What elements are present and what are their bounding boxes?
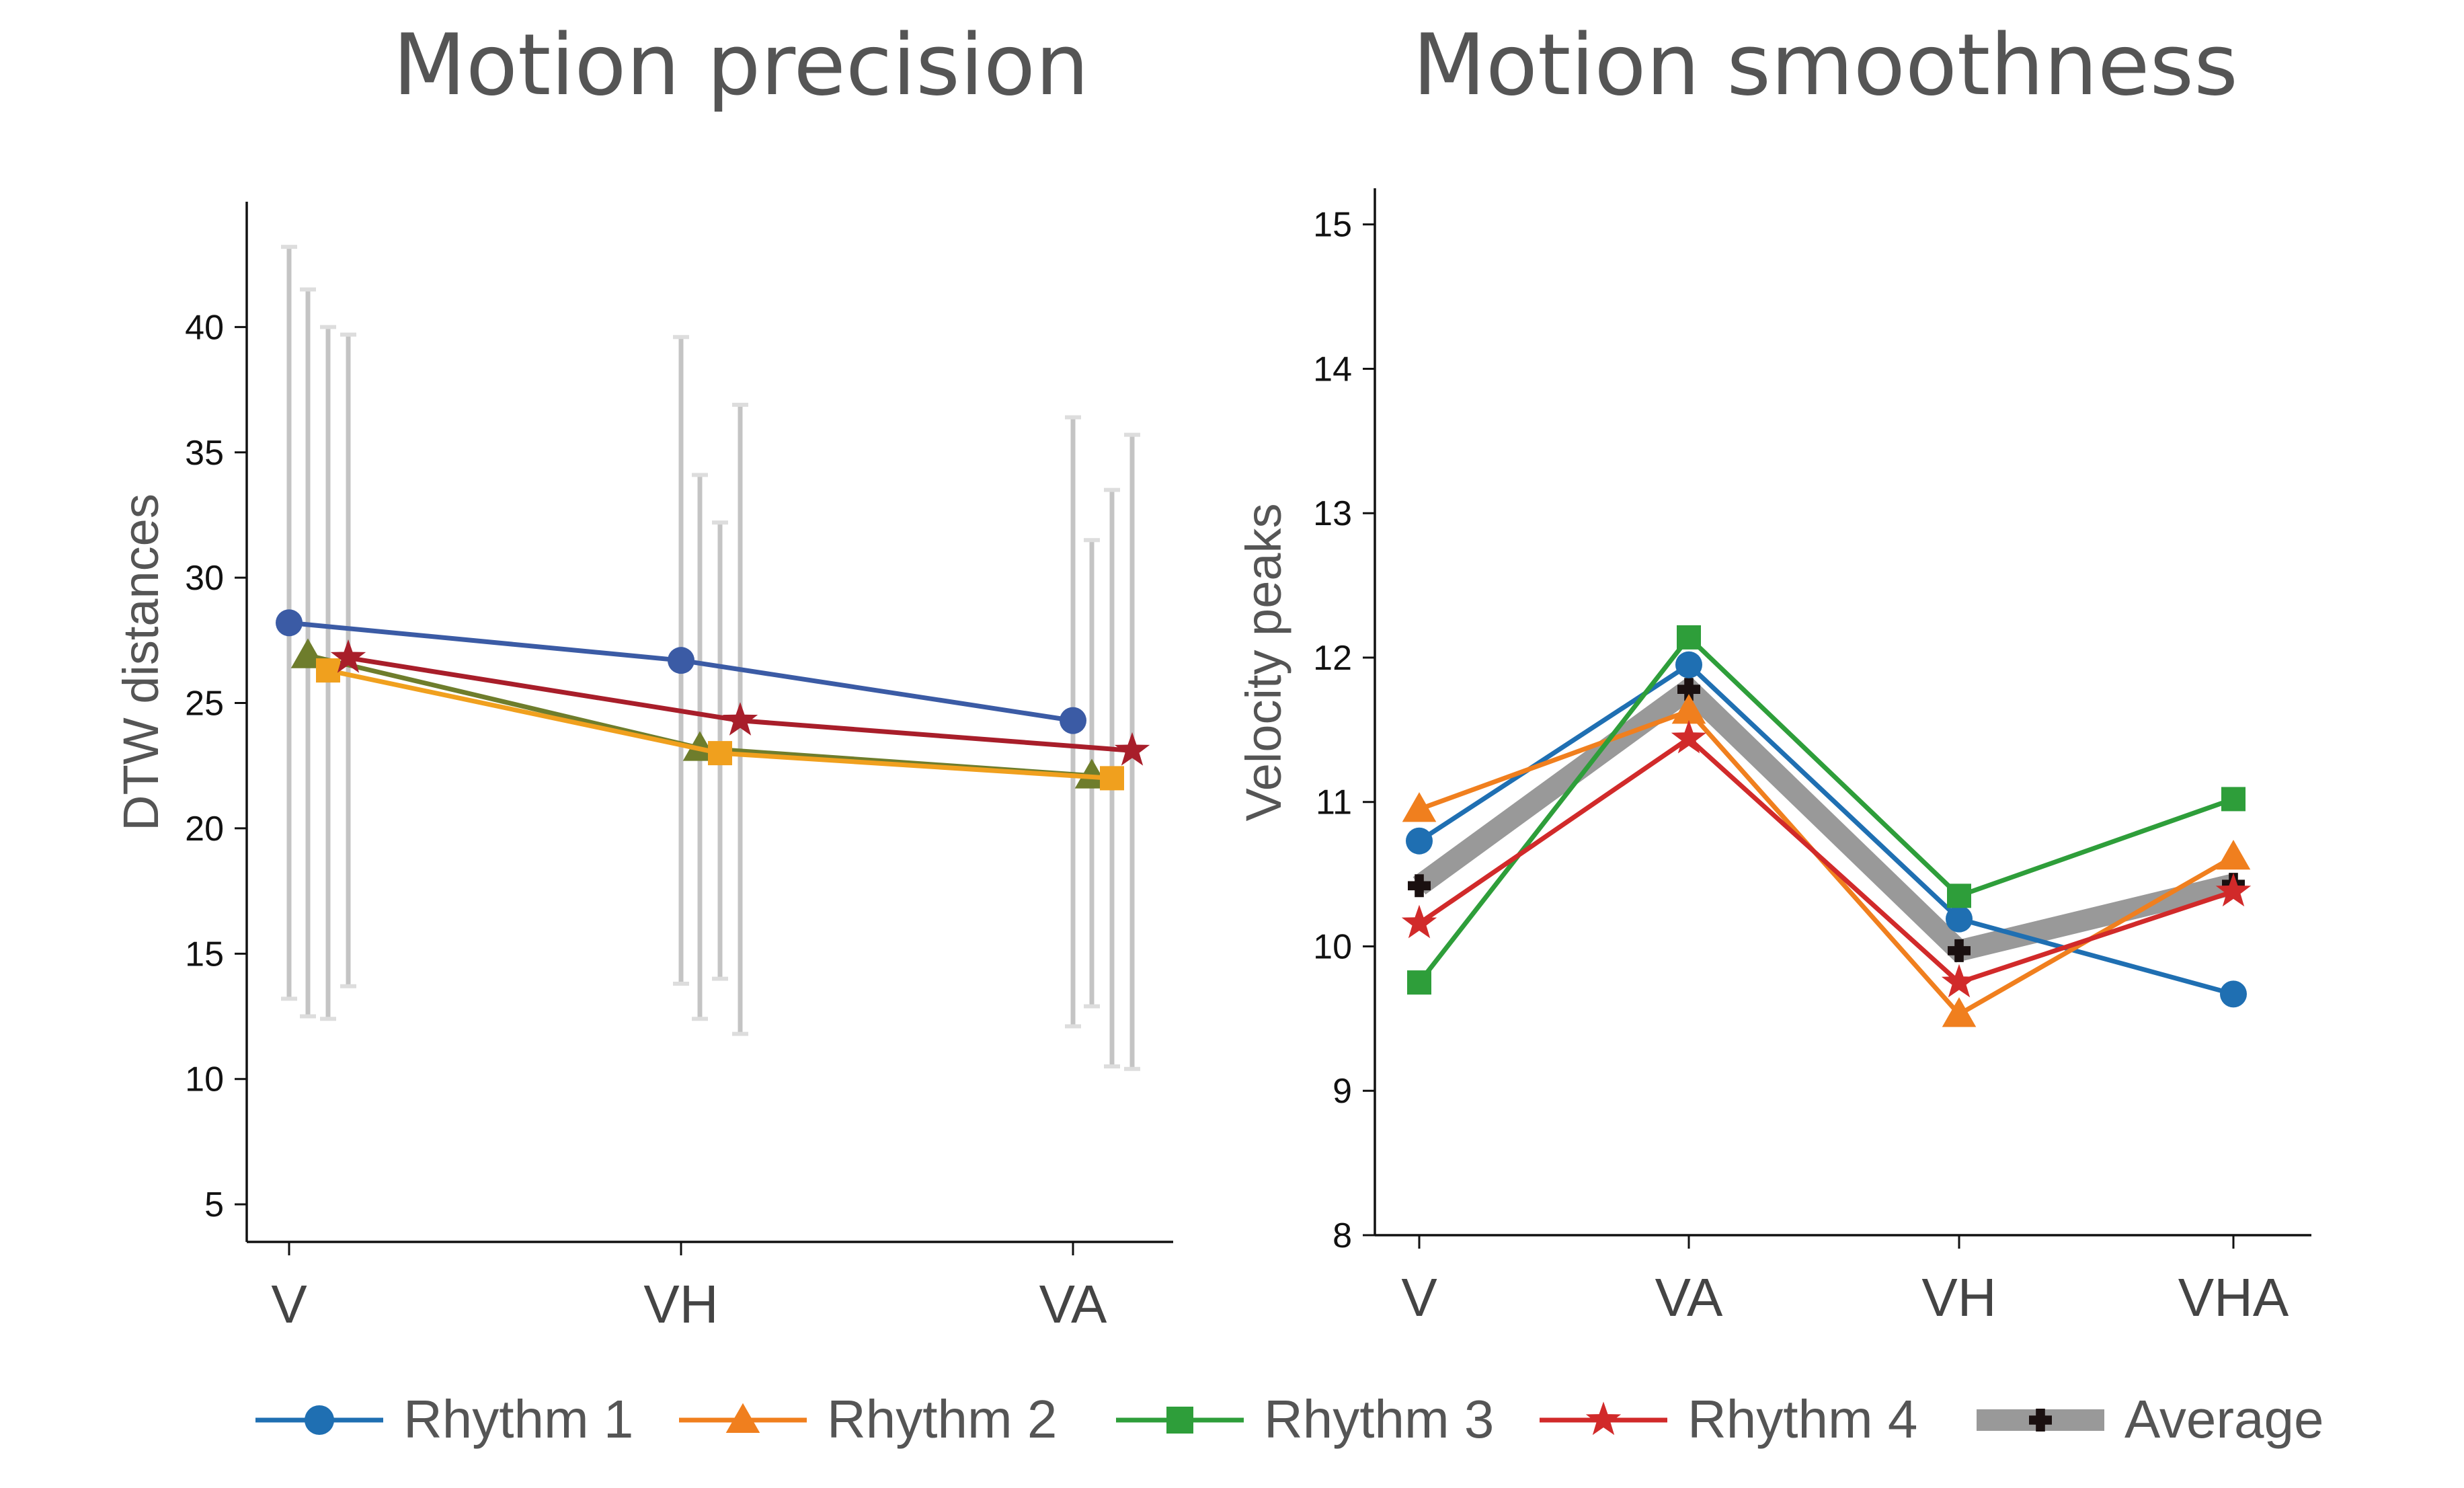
smoothness-xtick-label-vha: VHA bbox=[2178, 1267, 2289, 1327]
smoothness-point-rhythm-2-vha bbox=[2216, 840, 2251, 870]
smoothness-point-rhythm-3-va bbox=[1677, 625, 1701, 650]
smoothness-xtick-label-vh: VH bbox=[1921, 1267, 1996, 1327]
precision-xtick-label-va: VA bbox=[1039, 1274, 1107, 1334]
precision-point-rhythm-4-v bbox=[330, 639, 366, 673]
smoothness-ytick-label-9: 9 bbox=[1333, 1072, 1352, 1111]
legend-label-rhythm-4: Rhythm 4 bbox=[1687, 1389, 1917, 1449]
smoothness-point-rhythm-1-va bbox=[1675, 651, 1702, 678]
precision-ytick-label-10: 10 bbox=[185, 1060, 224, 1099]
precision-ytick-label-20: 20 bbox=[185, 810, 224, 849]
precision-title: Motion precision bbox=[393, 15, 1089, 114]
smoothness-point-rhythm-2-v bbox=[1402, 792, 1437, 822]
legend-label-rhythm-1: Rhythm 1 bbox=[403, 1389, 633, 1449]
legend-marker-rhythm-3 bbox=[1166, 1407, 1193, 1434]
smoothness-ytick-label-15: 15 bbox=[1313, 206, 1352, 245]
legend-label-rhythm-2: Rhythm 2 bbox=[827, 1389, 1057, 1449]
precision-point-rhythm-1-va bbox=[1060, 707, 1086, 734]
smoothness-line-rhythm-1 bbox=[1418, 662, 2234, 996]
smoothness-title: Motion smoothness bbox=[1413, 15, 2238, 114]
legend-marker-average bbox=[2029, 1409, 2052, 1432]
smoothness-point-rhythm-4-va bbox=[1671, 719, 1707, 754]
precision-point-rhythm-1-vh bbox=[668, 647, 694, 674]
smoothness-point-rhythm-4-vh bbox=[1941, 964, 1977, 998]
legend: Rhythm 1 Rhythm 2 Rhythm 3 Rhythm 4 Average bbox=[255, 1389, 2324, 1449]
smoothness-line-rhythm-3 bbox=[1417, 633, 2235, 984]
smoothness-point-rhythm-3-vh bbox=[1947, 884, 1971, 908]
smoothness-ytick-label-13: 13 bbox=[1313, 494, 1352, 533]
smoothness-point-rhythm-2-vh bbox=[1942, 997, 1977, 1027]
legend-label-average: Average bbox=[2124, 1389, 2324, 1449]
precision-xtick-label-vh: VH bbox=[643, 1274, 718, 1334]
smoothness-point-average-va bbox=[1677, 678, 1700, 701]
precision-ytick-label-35: 35 bbox=[185, 434, 224, 473]
smoothness-ytick-label-12: 12 bbox=[1313, 639, 1352, 678]
smoothness-point-rhythm-3-vha bbox=[2221, 787, 2246, 812]
precision-ytick-label-25: 25 bbox=[185, 684, 224, 723]
smoothness-ytick-label-10: 10 bbox=[1313, 927, 1352, 966]
precision-point-rhythm-4-vh bbox=[722, 702, 758, 736]
smoothness-point-rhythm-1-vha bbox=[2220, 980, 2247, 1008]
precision-xtick-label-v: V bbox=[271, 1274, 307, 1334]
precision-point-rhythm-3-va bbox=[1100, 766, 1124, 791]
smoothness-point-rhythm-2-va bbox=[1671, 694, 1706, 724]
precision-point-rhythm-3-vh bbox=[708, 741, 732, 766]
smoothness-xtick-label-v: V bbox=[1401, 1267, 1437, 1327]
legend-marker-rhythm-2 bbox=[725, 1403, 760, 1433]
precision-point-rhythm-4-va bbox=[1114, 732, 1150, 766]
precision-point-rhythm-1-v bbox=[276, 609, 303, 637]
smoothness-point-rhythm-3-v bbox=[1407, 970, 1431, 995]
smoothness-point-rhythm-4-vha bbox=[2215, 873, 2252, 907]
precision-plot: 5 10 15 20 25 30 35 40 V VH VA bbox=[185, 202, 1173, 1334]
smoothness-ylabel: Velocity peaks bbox=[1236, 503, 1291, 821]
precision-ylabel: DTW distances bbox=[113, 494, 169, 831]
precision-ytick-label-40: 40 bbox=[185, 308, 224, 347]
smoothness-ytick-label-8: 8 bbox=[1333, 1216, 1352, 1255]
smoothness-ytick-label-11: 11 bbox=[1316, 783, 1352, 822]
precision-ytick-label-15: 15 bbox=[185, 935, 224, 974]
legend-label-rhythm-3: Rhythm 3 bbox=[1264, 1389, 1494, 1449]
precision-ytick-label-30: 30 bbox=[185, 559, 224, 598]
smoothness-line-rhythm-4 bbox=[1418, 735, 2235, 986]
smoothness-xtick-label-va: VA bbox=[1655, 1267, 1723, 1327]
precision-point-rhythm-3-v bbox=[316, 658, 340, 683]
smoothness-line-average bbox=[1413, 675, 2236, 963]
smoothness-point-rhythm-1-v bbox=[1406, 827, 1433, 855]
smoothness-point-rhythm-1-vh bbox=[1946, 905, 1973, 933]
legend-marker-rhythm-4 bbox=[1585, 1401, 1622, 1436]
smoothness-point-average-v bbox=[1408, 874, 1431, 898]
smoothness-plot: 8 9 10 11 12 13 14 15 V VA VH VHA bbox=[1313, 188, 2311, 1327]
smoothness-ytick-label-14: 14 bbox=[1313, 350, 1352, 389]
legend-marker-rhythm-1 bbox=[305, 1405, 334, 1435]
smoothness-point-rhythm-4-v bbox=[1401, 904, 1437, 939]
precision-ytick-label-5: 5 bbox=[204, 1185, 224, 1224]
smoothness-point-average-vh bbox=[1948, 939, 1971, 962]
